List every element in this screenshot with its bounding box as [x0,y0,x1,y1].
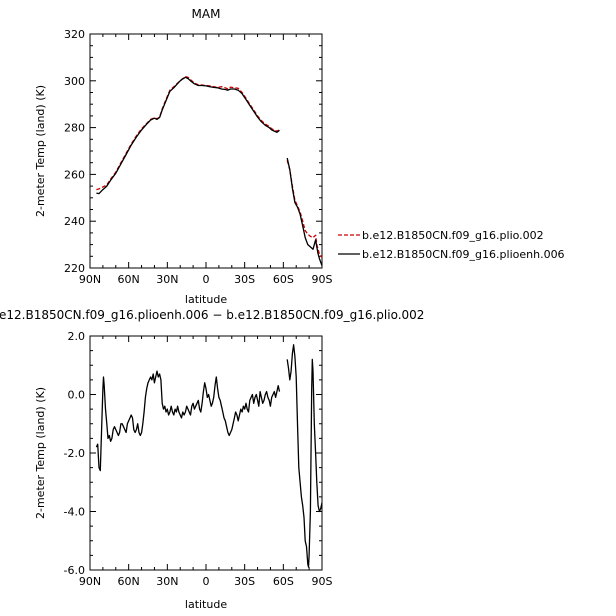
legend-label-plioenh: b.e12.B1850CN.f09_g16.plioenh.006 [362,248,565,261]
y-tick-label: 220 [64,262,85,275]
series-line-1 [286,157,323,266]
x-tick-label: 30N [156,575,178,588]
legend-label-plio: b.e12.B1850CN.f09_g16.plio.002 [362,229,544,242]
x-tick-label: 60S [273,575,294,588]
x-axis: 90N 60N 30N 0 30S 60S 90S [79,336,333,588]
y-tick-label: 2.0 [68,330,86,343]
series-line-0 [96,75,280,191]
y-tick-label: 260 [64,168,85,181]
x-axis: 90N 60N 30N 0 30S 60S 90S [79,34,333,286]
x-tick-label: 60S [273,273,294,286]
y-tick-label: 280 [64,122,85,135]
y-tick-label: -2.0 [64,447,85,460]
y-tick-label: 320 [64,28,85,41]
plot-frame [89,335,323,571]
y-tick-label: 300 [64,75,85,88]
y-tick-label: -4.0 [64,506,85,519]
y-tick-label: -6.0 [64,564,85,577]
difference-title: b.e12.B1850CN.f09_g16.plioenh.006 − b.e1… [0,308,424,322]
y-tick-label: 0.0 [68,389,86,402]
x-axis-label: latitude [185,598,227,611]
difference-panel: b.e12.B1850CN.f09_g16.plioenh.006 − b.e1… [0,308,424,611]
y-axis-label: 2-meter Temp (land) (K) [34,387,47,519]
y-axis: 220 240 260 280 300 320 [64,28,322,275]
y-tick-label: 240 [64,215,85,228]
x-axis-label: latitude [185,293,227,306]
x-tick-label: 90S [312,273,333,286]
x-tick-label: 0 [203,575,210,588]
x-tick-label: 0 [203,273,210,286]
y-axis: -6.0 -4.0 -2.0 0.0 2.0 [64,330,322,577]
series-line-1 [96,76,280,195]
series-line-0 [286,344,323,568]
y-axis-label: 2-meter Temp (land) (K) [34,85,47,217]
chart-title: MAM [192,7,221,21]
x-tick-label: 90S [312,575,333,588]
x-tick-label: 60N [118,273,140,286]
series-lines [95,344,323,568]
x-tick-label: 30N [156,273,178,286]
x-tick-label: 30S [234,273,255,286]
legend: b.e12.B1850CN.f09_g16.plio.002 b.e12.B18… [338,229,565,261]
series-line-0 [95,370,281,472]
x-tick-label: 90N [79,273,101,286]
series-line-0 [286,160,323,258]
x-tick-label: 60N [118,575,140,588]
x-tick-label: 90N [79,575,101,588]
x-tick-label: 30S [234,575,255,588]
series-lines [96,75,323,266]
plot-frame [89,33,323,269]
